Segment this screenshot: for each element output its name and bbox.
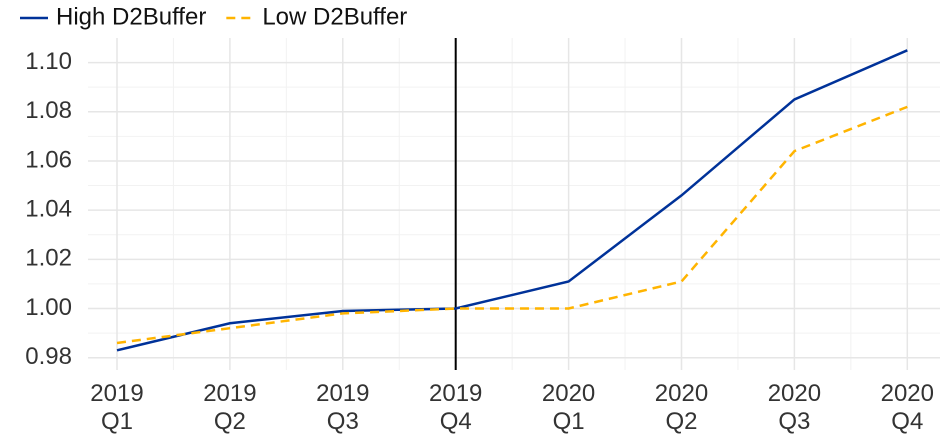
x-tick-label: 2019 Q3 xyxy=(316,380,369,435)
x-tick-label: 2019 Q4 xyxy=(429,380,482,435)
x-tick-label: 2019 Q2 xyxy=(203,380,256,435)
x-tick-label: 2020 Q1 xyxy=(542,380,595,435)
legend-label: High D2Buffer xyxy=(56,3,206,30)
y-tick-label: 1.04 xyxy=(25,195,72,222)
series-line xyxy=(116,105,908,345)
x-tick-label: 2020 Q4 xyxy=(881,380,934,435)
x-tick-label: 2019 Q1 xyxy=(90,380,143,435)
y-tick-label: 0.98 xyxy=(25,343,72,370)
x-tick-label: 2020 Q3 xyxy=(768,380,821,435)
y-tick-label: 1.06 xyxy=(25,146,72,173)
x-tick-label: 2020 Q2 xyxy=(655,380,708,435)
series-line xyxy=(116,49,908,352)
y-tick-label: 1.02 xyxy=(25,245,72,272)
legend-label: Low D2Buffer xyxy=(262,3,407,30)
y-tick-label: 1.10 xyxy=(25,48,72,75)
y-tick-label: 1.00 xyxy=(25,294,72,321)
y-tick-label: 1.08 xyxy=(25,97,72,124)
